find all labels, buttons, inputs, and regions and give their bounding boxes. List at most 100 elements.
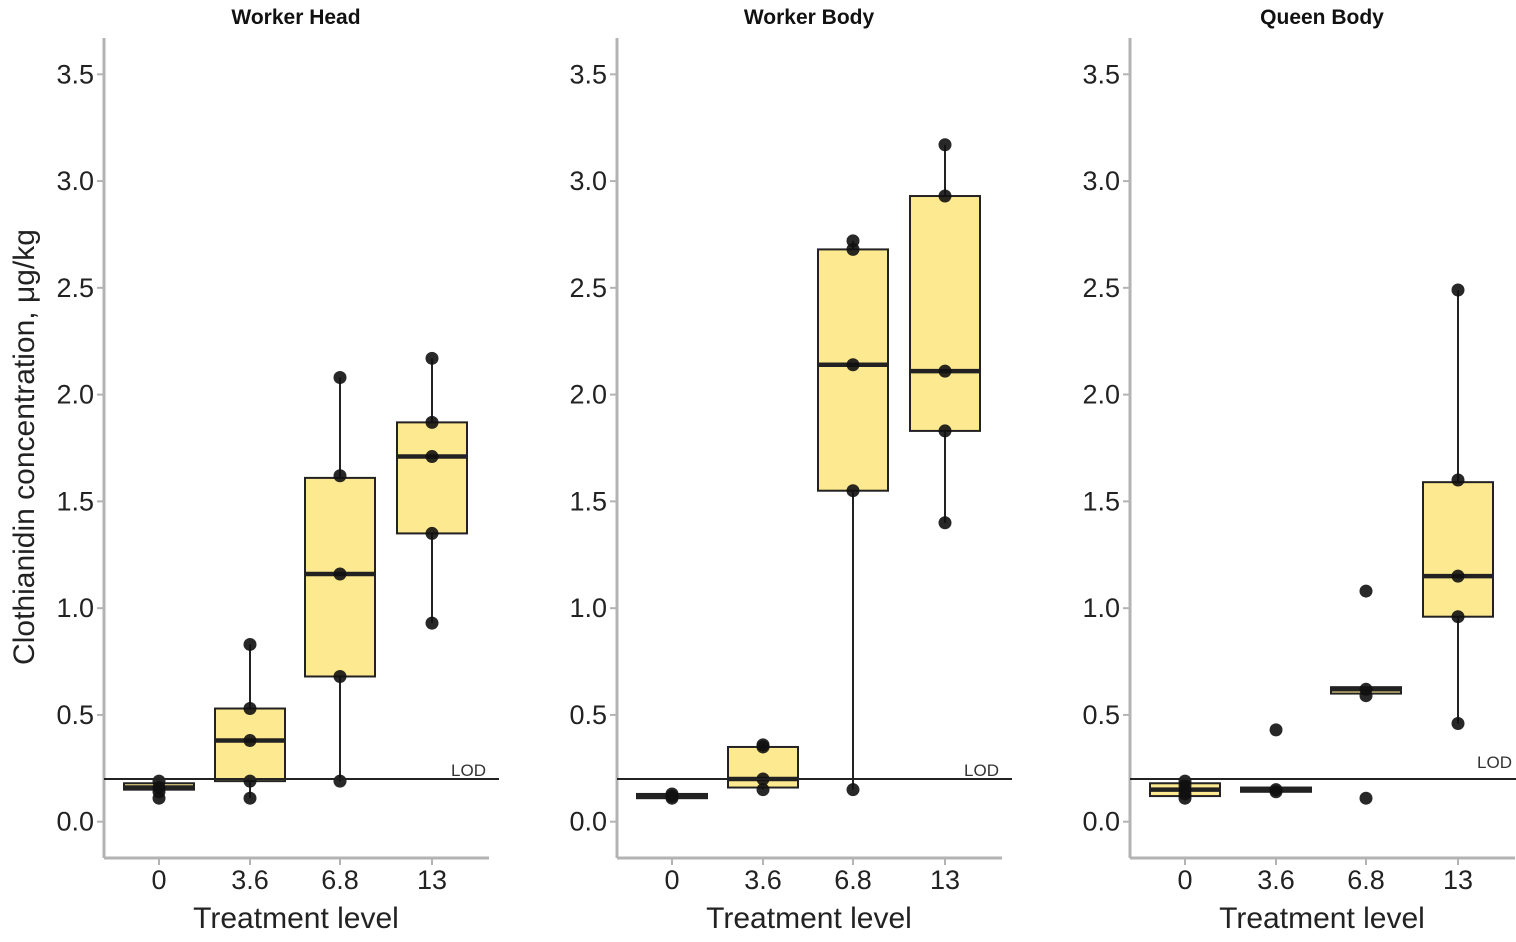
box-3.6 [727, 738, 799, 797]
lod-label: LOD [1477, 753, 1512, 772]
data-point [1269, 783, 1283, 797]
box-0 [1149, 774, 1221, 805]
data-point [425, 616, 439, 630]
box-13 [1422, 283, 1494, 730]
y-tick-label: 0.0 [56, 807, 94, 837]
y-tick-label: 3.5 [569, 59, 607, 89]
y-tick-label: 2.0 [56, 380, 94, 410]
data-point [938, 189, 952, 203]
data-point [846, 783, 860, 797]
box-3.6 [1240, 723, 1312, 799]
data-point [1451, 610, 1465, 624]
x-tick-label: 0 [1177, 865, 1192, 895]
data-point [1359, 682, 1373, 696]
panel-title: Worker Body [744, 6, 875, 29]
data-point [152, 774, 166, 788]
y-tick-label: 1.5 [1082, 486, 1120, 516]
data-point [425, 526, 439, 540]
x-tick-label: 3.6 [744, 865, 782, 895]
x-tick-label: 6.8 [834, 865, 872, 895]
data-point [1451, 473, 1465, 487]
y-tick-label: 1.5 [56, 486, 94, 516]
x-axis-title: Treatment level [706, 902, 912, 935]
y-tick-label: 0.0 [569, 807, 607, 837]
data-point [665, 787, 679, 801]
x-axis-title: Treatment level [193, 902, 399, 935]
data-point [756, 783, 770, 797]
data-point [333, 774, 347, 788]
box-iqr [1422, 481, 1494, 618]
x-tick-label: 6.8 [1347, 865, 1385, 895]
data-point [1178, 774, 1192, 788]
box-13 [396, 351, 468, 630]
box-0 [123, 774, 195, 805]
y-tick-label: 3.0 [569, 166, 607, 196]
data-point [243, 637, 257, 651]
y-tick-label: 3.5 [56, 59, 94, 89]
y-tick-label: 0.0 [1082, 807, 1120, 837]
panel-3: Queen Body 0.0 0.5 1.0 1.5 2.0 2.5 3.0 3.5 0 3.6 6.… [1082, 6, 1516, 935]
y-tick-label: 3.0 [56, 166, 94, 196]
x-tick-label: 3.6 [1257, 865, 1295, 895]
lod-label: LOD [451, 761, 486, 780]
data-point [846, 234, 860, 248]
y-tick-label: 2.5 [569, 273, 607, 303]
y-tick-label: 2.0 [569, 380, 607, 410]
box-iqr [396, 421, 468, 535]
y-tick-label: 1.5 [569, 486, 607, 516]
data-point [243, 791, 257, 805]
x-tick-label: 0 [664, 865, 679, 895]
panel-title: Queen Body [1260, 6, 1384, 29]
panel-1: Worker Head 0.0 0.5 1.0 1.5 2.0 2.5 3.0 3.5 0 3.6 6… [56, 6, 499, 935]
data-point [425, 450, 439, 464]
data-point [425, 415, 439, 429]
box-0 [636, 787, 708, 805]
x-axis-title: Treatment level [1219, 902, 1425, 935]
data-point [243, 702, 257, 716]
y-tick-label: 1.0 [569, 593, 607, 623]
y-tick-label: 3.5 [1082, 59, 1120, 89]
box-13 [909, 138, 981, 530]
data-point [1269, 723, 1283, 737]
x-tick-label: 6.8 [321, 865, 359, 895]
data-point [243, 734, 257, 748]
data-point [333, 669, 347, 683]
data-point [938, 138, 952, 152]
box-6.8 [304, 371, 376, 788]
y-tick-label: 2.5 [56, 273, 94, 303]
x-tick-label: 13 [417, 865, 447, 895]
data-point [846, 358, 860, 372]
y-tick-label: 0.5 [569, 700, 607, 730]
y-tick-label: 2.5 [1082, 273, 1120, 303]
box-3.6 [214, 637, 286, 805]
x-tick-label: 13 [930, 865, 960, 895]
box-6.8 [817, 234, 889, 797]
data-point [243, 774, 257, 788]
box-iqr [909, 195, 981, 432]
panel-title: Worker Head [231, 6, 360, 29]
data-point [846, 484, 860, 498]
data-point [1451, 283, 1465, 297]
x-tick-label: 3.6 [231, 865, 269, 895]
y-tick-label: 1.0 [56, 593, 94, 623]
x-tick-label: 0 [151, 865, 166, 895]
data-point [333, 469, 347, 483]
box-6.8 [1330, 584, 1402, 805]
y-tick-label: 2.0 [1082, 380, 1120, 410]
data-point [333, 567, 347, 581]
data-point [938, 516, 952, 530]
data-point [333, 371, 347, 385]
y-tick-label: 1.0 [1082, 593, 1120, 623]
data-point [938, 364, 952, 378]
data-point [425, 351, 439, 365]
data-point [938, 424, 952, 438]
lod-label: LOD [964, 761, 999, 780]
y-tick-label: 0.5 [56, 700, 94, 730]
data-point [756, 738, 770, 752]
data-point [1451, 569, 1465, 583]
data-point [1359, 584, 1373, 598]
y-axis-title: Clothianidin concentration, μg/kg [8, 229, 41, 665]
y-tick-label: 3.0 [1082, 166, 1120, 196]
